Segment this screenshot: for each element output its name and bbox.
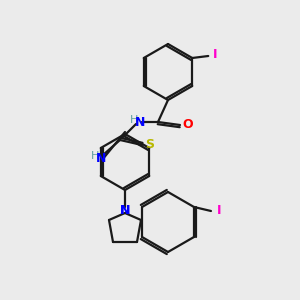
Text: I: I <box>217 205 221 218</box>
Text: S: S <box>146 139 154 152</box>
Text: N: N <box>135 116 145 128</box>
Text: H: H <box>130 115 138 125</box>
Text: H: H <box>91 151 99 161</box>
Text: O: O <box>183 118 193 130</box>
Text: N: N <box>120 205 130 218</box>
Text: I: I <box>213 49 218 62</box>
Text: N: N <box>96 152 106 164</box>
Text: N: N <box>120 205 130 218</box>
